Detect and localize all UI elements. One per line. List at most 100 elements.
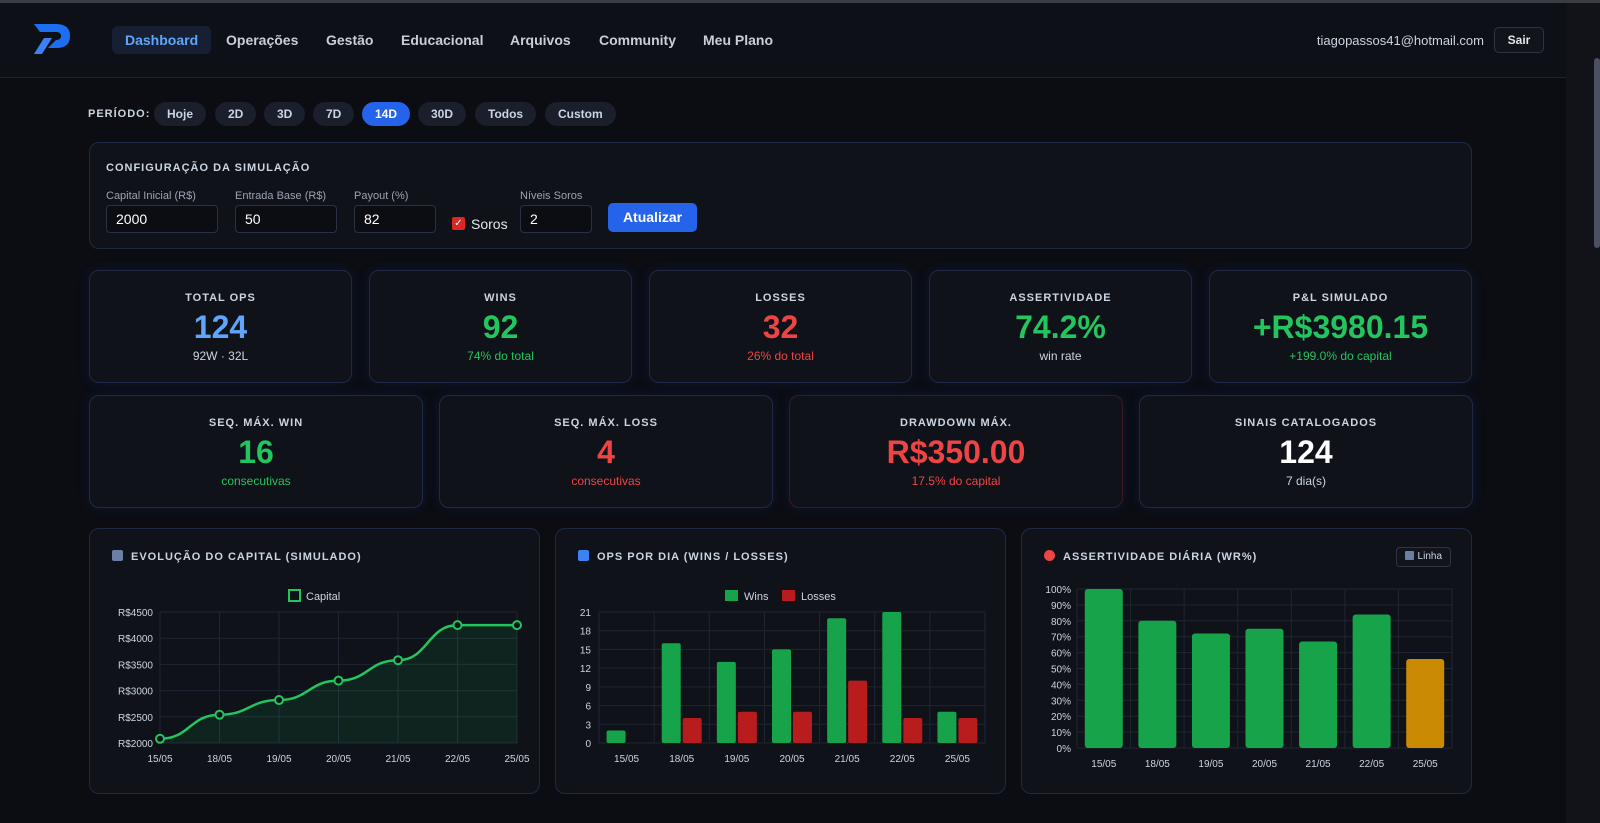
stat-value: 92 <box>482 309 519 345</box>
stat-label: WINS <box>484 292 517 304</box>
capital-input[interactable]: 2000 <box>106 205 218 233</box>
target-icon <box>1044 550 1055 561</box>
y-tick-label: 18 <box>580 627 592 638</box>
stat-card: WINS 92 74% do total <box>369 270 632 383</box>
y-tick-label: 40% <box>1051 680 1071 691</box>
stat-subtext: 26% do total <box>747 349 814 363</box>
x-tick-label: 21/05 <box>385 754 410 765</box>
legend-swatch <box>725 590 738 601</box>
stat-subtext: 17.5% do capital <box>911 474 1001 488</box>
wins-bar <box>827 618 847 743</box>
update-button[interactable]: Atualizar <box>608 203 697 232</box>
nav-dashboard[interactable]: Dashboard <box>112 26 212 54</box>
period-7d[interactable]: 7D <box>313 102 355 126</box>
wins-bar <box>606 730 626 743</box>
stat-label: TOTAL OPS <box>185 292 256 304</box>
page-scrollbar[interactable] <box>1566 3 1600 823</box>
nav-educacional[interactable]: Educacional <box>401 32 484 48</box>
stat-label: SEQ. MÁX. WIN <box>208 417 304 429</box>
nav-gestao[interactable]: Gestão <box>326 32 374 48</box>
losses-bar <box>737 711 757 743</box>
period-todos[interactable]: Todos <box>475 102 537 126</box>
stat-card: SEQ. MÁX. LOSS 4 consecutivas <box>439 395 773 508</box>
window-top-border <box>0 0 1600 3</box>
y-tick-label: R$3000 <box>118 687 153 698</box>
legend-swatch <box>288 589 301 602</box>
nav-meu-plano[interactable]: Meu Plano <box>703 32 774 48</box>
y-tick-label: 10% <box>1051 728 1071 739</box>
stat-label: LOSSES <box>755 292 806 304</box>
x-tick-label: 19/05 <box>266 754 291 765</box>
stat-card: DRAWDOWN MÁX. R$350.00 17.5% do capital <box>789 395 1123 508</box>
x-tick-label: 25/05 <box>1413 759 1438 770</box>
period-custom[interactable]: Custom <box>545 102 616 126</box>
x-tick-label: 25/05 <box>504 754 529 765</box>
stat-label: ASSERTIVIDADE <box>1009 292 1112 304</box>
nav-arquivos[interactable]: Arquivos <box>510 32 571 48</box>
y-tick-label: 100% <box>1045 585 1071 596</box>
line-chart-icon <box>1404 551 1414 560</box>
top-navbar: Dashboard Operações Gestão Educacional A… <box>0 3 1566 78</box>
winrate-bar <box>1406 658 1445 748</box>
legend-label: Capital <box>306 591 340 603</box>
losses-bar <box>903 718 923 743</box>
winrate-bar <box>1299 641 1338 748</box>
niveis-input[interactable]: 2 <box>520 205 592 233</box>
y-tick-label: 0% <box>1057 744 1072 755</box>
y-tick-label: 80% <box>1051 617 1071 628</box>
stat-card: TOTAL OPS 124 92W · 32L <box>89 270 352 383</box>
period-14d[interactable]: 14D <box>362 102 411 126</box>
wins-bar <box>882 612 902 743</box>
wr-chart-card: ASSERTIVIDADE DIÁRIA (WR%) Linha 0% 10% 20… <box>1021 528 1472 794</box>
y-tick-label: 30% <box>1051 696 1071 707</box>
winrate-bar <box>1084 589 1123 748</box>
stat-card: ASSERTIVIDADE 74.2% win rate <box>929 270 1192 383</box>
y-tick-label: R$3500 <box>118 660 153 671</box>
capital-chart-title-text: EVOLUÇÃO DO CAPITAL (SIMULADO) <box>131 551 362 563</box>
stat-subtext: 92W · 32L <box>192 349 249 363</box>
winrate-bar <box>1245 628 1284 748</box>
legend-label: Losses <box>801 591 836 603</box>
period-2d[interactable]: 2D <box>215 102 257 126</box>
stat-label: DRAWDOWN MÁX. <box>900 417 1012 429</box>
period-30d[interactable]: 30D <box>418 102 467 126</box>
capital-label: Capital Inicial (R$) <box>106 190 196 202</box>
scrollbar-thumb[interactable] <box>1594 58 1600 248</box>
period-hoje[interactable]: Hoje <box>154 102 207 126</box>
soros-label: Soros <box>471 216 508 232</box>
chart-type-toggle-button[interactable]: Linha <box>1395 547 1451 567</box>
y-tick-label: R$2500 <box>118 713 153 724</box>
x-tick-label: 15/05 <box>147 754 172 765</box>
entrada-label: Entrada Base (R$) <box>235 190 327 202</box>
logout-button[interactable]: Sair <box>1494 27 1544 53</box>
x-tick-label: 25/05 <box>945 754 970 765</box>
y-tick-label: 20% <box>1051 712 1071 723</box>
nav-operacoes[interactable]: Operações <box>226 32 299 48</box>
wr-chart-title: ASSERTIVIDADE DIÁRIA (WR%) <box>1044 550 1257 563</box>
y-tick-label: 50% <box>1051 665 1071 676</box>
config-title: CONFIGURAÇÃO DA SIMULAÇÃO <box>106 162 311 174</box>
period-3d[interactable]: 3D <box>264 102 306 126</box>
entrada-input[interactable]: 50 <box>235 205 337 233</box>
y-tick-label: 21 <box>580 608 592 619</box>
x-tick-label: 20/05 <box>1252 759 1277 770</box>
brand-logo-icon[interactable] <box>30 18 76 60</box>
y-tick-label: 90% <box>1051 601 1071 612</box>
capital-chart: R$2000 R$2500 R$3000 R$3500 R$4000 R$4500 15/0… <box>118 589 530 765</box>
x-tick-label: 20/05 <box>326 754 351 765</box>
nav-community[interactable]: Community <box>599 32 676 48</box>
stat-subtext: consecutivas <box>571 474 641 488</box>
ops-chart: 0 3 6 9 12 15 18 21 15/05 18/05 19/05 20/05 21/05 22/… <box>580 590 986 765</box>
x-tick-label: 19/05 <box>1198 759 1223 770</box>
stat-label: P&L SIMULADO <box>1292 292 1389 304</box>
soros-checkbox[interactable]: ✓ <box>452 217 465 230</box>
x-tick-label: 21/05 <box>1306 759 1331 770</box>
wins-bar <box>661 643 681 743</box>
x-tick-label: 21/05 <box>835 754 860 765</box>
stat-value: R$350.00 <box>886 434 1026 470</box>
y-tick-label: 9 <box>585 683 591 694</box>
user-email: tiagopassos41@hotmail.com <box>1316 33 1484 48</box>
payout-input[interactable]: 82 <box>354 205 436 233</box>
data-point <box>333 675 344 686</box>
stat-subtext: win rate <box>1039 349 1082 363</box>
